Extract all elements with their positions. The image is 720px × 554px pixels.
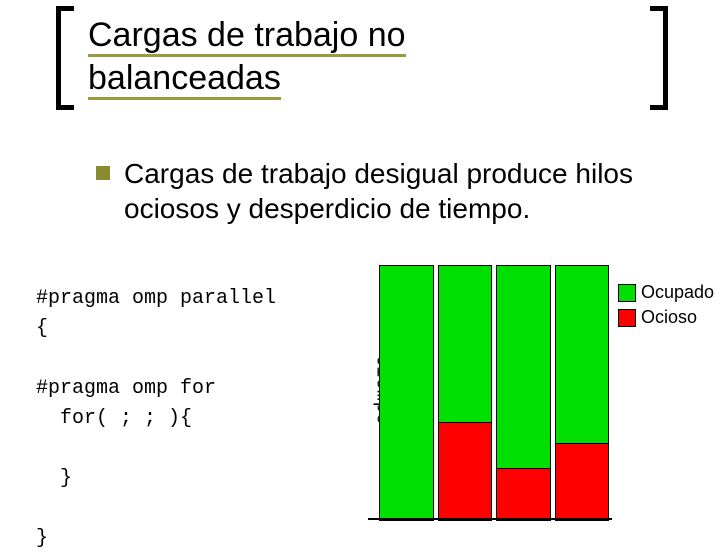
bar-1 — [439, 266, 492, 520]
bar-0 — [380, 266, 433, 520]
seg-ocupado-2 — [497, 266, 550, 469]
bar-3 — [556, 266, 609, 520]
legend-item-ocupado: Ocupado — [619, 282, 714, 303]
code-block: #pragma omp parallel { #pragma omp for f… — [36, 284, 276, 554]
bullet-text: Cargas de trabajo desigual produce hilos… — [124, 156, 680, 226]
seg-ocioso-3 — [556, 444, 609, 520]
legend: Ocupado Ocioso — [619, 282, 714, 332]
legend-swatch-ocioso — [619, 310, 635, 326]
title-line1: Cargas de trabajo no — [88, 16, 406, 57]
bullet-icon — [96, 166, 110, 180]
seg-ocupado-1 — [439, 266, 492, 423]
legend-label-ocupado: Ocupado — [641, 282, 714, 303]
legend-label-ocioso: Ocioso — [641, 307, 697, 328]
body-text: Cargas de trabajo desigual produce hilos… — [96, 156, 680, 226]
seg-ocioso-2 — [497, 469, 550, 520]
seg-ocupado-0 — [380, 266, 433, 520]
seg-ocupado-3 — [556, 266, 609, 444]
workload-chart: tiempo — [350, 260, 610, 520]
legend-swatch-ocupado — [619, 285, 635, 301]
page-title: Cargas de trabajo no balanceadas — [60, 14, 660, 99]
title-line2: balanceadas — [88, 59, 281, 100]
legend-item-ocioso: Ocioso — [619, 307, 714, 328]
seg-ocioso-1 — [439, 423, 492, 520]
bar-2 — [497, 266, 550, 520]
